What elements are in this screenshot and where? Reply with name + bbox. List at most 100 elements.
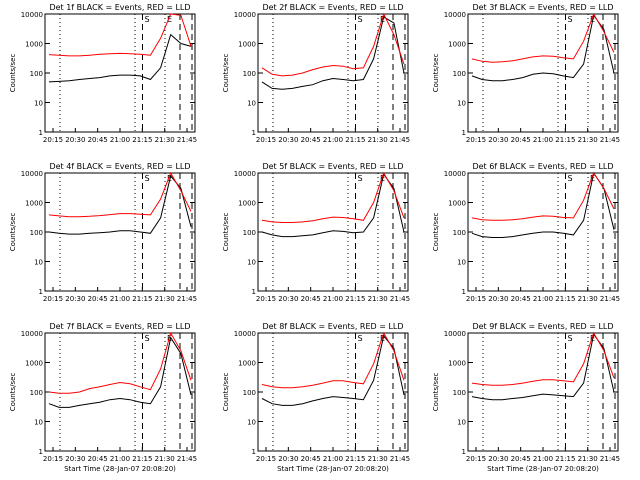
x-tick-label: 21:30: [578, 455, 598, 463]
x-tick-label: 20:30: [278, 136, 298, 144]
y-tick-label: 1: [252, 448, 256, 456]
plot-frame: [467, 332, 619, 452]
x-tick-label: 20:15: [43, 136, 63, 144]
panel-2: Det 2f BLACK = Events, RED = LLD Counts/s…: [222, 3, 410, 144]
panel-title: Det 7f BLACK = Events, RED = LLD: [49, 322, 190, 331]
panel-title: Det 6f BLACK = Events, RED = LLD: [472, 162, 613, 171]
event-marker: E: [380, 334, 385, 343]
event-marker: S: [358, 334, 363, 343]
x-axis-label: Start Time (28-Jan-07 20:08:20): [487, 465, 599, 473]
x-tick-label: 20:30: [488, 295, 508, 303]
panel-title: Det 2f BLACK = Events, RED = LLD: [262, 3, 403, 12]
x-tick-label: 20:15: [466, 295, 486, 303]
x-tick-label: 21:45: [600, 295, 620, 303]
x-tick-label: 21:15: [132, 295, 152, 303]
x-tick-label: 21:45: [177, 136, 197, 144]
x-tick-label: 21:15: [132, 455, 152, 463]
x-tick-label: 20:45: [511, 295, 531, 303]
x-tick-label: 20:15: [256, 295, 276, 303]
x-tick-label: 21:00: [110, 455, 130, 463]
series-line-events: [261, 334, 405, 406]
event-marker: S: [145, 334, 150, 343]
event-marker: E: [167, 174, 172, 183]
x-tick-label: 21:45: [390, 455, 410, 463]
y-tick-label: 1000: [238, 360, 256, 368]
y-tick-label: 100: [243, 70, 256, 78]
x-tick-label: 20:45: [88, 295, 108, 303]
y-tick-label: 1000: [238, 41, 256, 49]
x-tick-label: 21:45: [390, 136, 410, 144]
event-marker: S: [145, 15, 150, 24]
y-tick-label: 100: [453, 389, 466, 397]
x-axis-label: Start Time (28-Jan-07 20:08:20): [277, 465, 389, 473]
y-tick-label: 100: [30, 389, 43, 397]
series-line-lld: [48, 331, 192, 394]
panel-title: Det 9f BLACK = Events, RED = LLD: [472, 322, 613, 331]
plot-frame: [44, 172, 196, 292]
x-tick-label: 20:45: [301, 136, 321, 144]
series-line-events: [471, 171, 615, 238]
y-tick-label: 1: [252, 129, 256, 137]
x-tick-label: 21:00: [323, 455, 343, 463]
x-tick-label: 21:15: [345, 136, 365, 144]
x-tick-label: 20:30: [278, 455, 298, 463]
series-line-events: [471, 333, 615, 401]
x-tick-label: 20:15: [466, 136, 486, 144]
y-tick-label: 100: [243, 229, 256, 237]
x-tick-label: 21:00: [323, 295, 343, 303]
panel-title: Det 8f BLACK = Events, RED = LLD: [262, 322, 403, 331]
x-tick-label: 21:00: [323, 136, 343, 144]
panel-title: Det 5f BLACK = Events, RED = LLD: [262, 162, 403, 171]
x-tick-label: 20:45: [511, 136, 531, 144]
y-axis-label: Counts/sec: [432, 373, 440, 412]
x-tick-label: 21:00: [533, 455, 553, 463]
x-tick-label: 21:30: [155, 136, 175, 144]
x-tick-label: 21:30: [155, 455, 175, 463]
x-tick-label: 21:30: [368, 455, 388, 463]
x-tick-label: 21:00: [533, 295, 553, 303]
x-tick-label: 21:45: [600, 455, 620, 463]
y-tick-label: 1000: [238, 200, 256, 208]
panel-8: Det 8f BLACK = Events, RED = LLD Counts/s…: [222, 322, 410, 473]
series-line-lld: [261, 12, 405, 77]
x-tick-label: 20:45: [301, 455, 321, 463]
y-tick-label: 100: [243, 389, 256, 397]
y-tick-label: 10000: [234, 11, 256, 19]
x-tick-label: 21:00: [110, 295, 130, 303]
x-tick-label: 21:30: [368, 136, 388, 144]
y-tick-label: 1: [39, 129, 43, 137]
y-tick-label: 10: [34, 419, 43, 427]
y-tick-label: 10: [247, 419, 256, 427]
x-tick-label: 21:45: [390, 295, 410, 303]
y-tick-label: 10000: [21, 170, 43, 178]
x-tick-label: 20:45: [88, 136, 108, 144]
y-tick-label: 1000: [448, 360, 466, 368]
y-tick-label: 1: [462, 288, 466, 296]
x-tick-label: 21:30: [578, 136, 598, 144]
event-marker: S: [568, 334, 573, 343]
x-tick-label: 20:15: [256, 455, 276, 463]
series-line-lld: [471, 331, 615, 386]
y-tick-label: 10000: [444, 170, 466, 178]
event-marker: S: [568, 174, 573, 183]
y-tick-label: 100: [30, 229, 43, 237]
x-tick-label: 20:15: [43, 455, 63, 463]
series-line-lld: [471, 171, 615, 221]
x-tick-label: 21:15: [345, 455, 365, 463]
panel-7: Det 7f BLACK = Events, RED = LLD Counts/s…: [9, 322, 197, 473]
x-tick-label: 21:15: [555, 455, 575, 463]
y-axis-label: Counts/sec: [222, 54, 230, 93]
event-marker: S: [358, 15, 363, 24]
x-tick-label: 20:15: [256, 136, 276, 144]
y-axis-label: Counts/sec: [432, 213, 440, 252]
x-tick-label: 21:45: [600, 136, 620, 144]
series-line-events: [261, 16, 405, 90]
y-tick-label: 10000: [234, 170, 256, 178]
y-tick-label: 10: [34, 259, 43, 267]
series-line-lld: [48, 13, 192, 57]
y-tick-label: 10000: [444, 330, 466, 338]
series-line-lld: [261, 331, 405, 389]
panel-title: Det 1f BLACK = Events, RED = LLD: [49, 3, 190, 12]
y-axis-label: Counts/sec: [9, 54, 17, 93]
